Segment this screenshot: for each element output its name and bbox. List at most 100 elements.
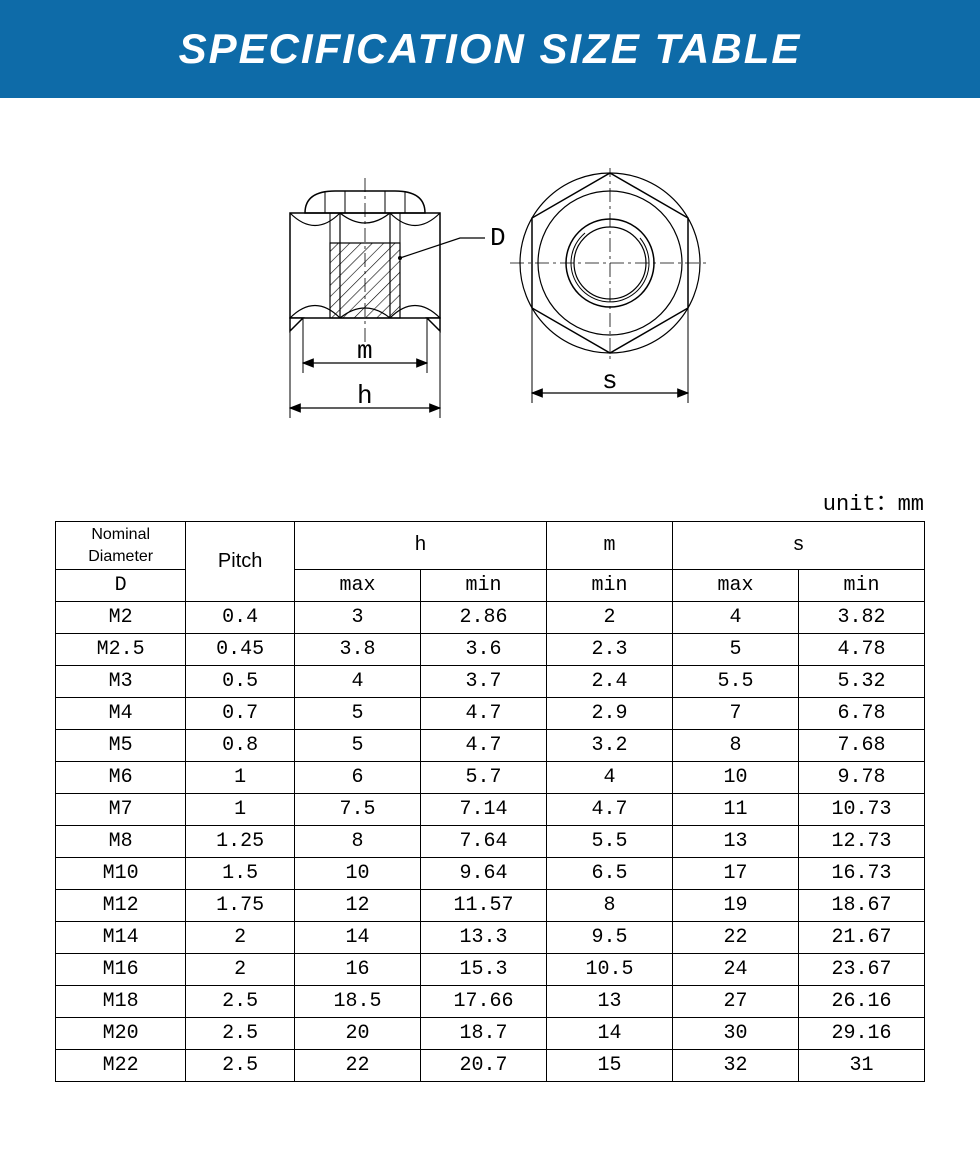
cell-d: M6	[56, 762, 186, 794]
th-smin: min	[798, 570, 924, 602]
cell-d: M8	[56, 826, 186, 858]
cell-smin: 29.16	[798, 1018, 924, 1050]
th-s: s	[672, 522, 924, 570]
cell-smax: 7	[672, 698, 798, 730]
cell-hmax: 5	[294, 698, 420, 730]
table-row: M1421413.39.52221.67	[56, 922, 925, 954]
cell-mmin: 3.2	[546, 730, 672, 762]
cell-mmin: 2.4	[546, 666, 672, 698]
cell-smax: 24	[672, 954, 798, 986]
cell-smax: 30	[672, 1018, 798, 1050]
table-row: M50.854.73.287.68	[56, 730, 925, 762]
cell-pitch: 2	[186, 954, 295, 986]
cell-d: M5	[56, 730, 186, 762]
cell-pitch: 1	[186, 794, 295, 826]
table-row: M101.5109.646.51716.73	[56, 858, 925, 890]
cell-mmin: 9.5	[546, 922, 672, 954]
cell-smin: 7.68	[798, 730, 924, 762]
th-m: m	[546, 522, 672, 570]
cell-hmax: 3	[294, 602, 420, 634]
cell-d: M4	[56, 698, 186, 730]
cell-pitch: 2.5	[186, 1050, 295, 1082]
nut-diagram-svg: D m h	[190, 168, 790, 478]
cell-smin: 10.73	[798, 794, 924, 826]
cell-mmin: 6.5	[546, 858, 672, 890]
th-D: D	[56, 570, 186, 602]
cell-mmin: 4	[546, 762, 672, 794]
cell-d: M3	[56, 666, 186, 698]
cell-hmax: 5	[294, 730, 420, 762]
cell-hmax: 7.5	[294, 794, 420, 826]
cell-pitch: 2	[186, 922, 295, 954]
th-hmin: min	[420, 570, 546, 602]
cell-smax: 17	[672, 858, 798, 890]
cell-hmin: 3.6	[420, 634, 546, 666]
cell-smin: 3.82	[798, 602, 924, 634]
table-row: M222.52220.7153231	[56, 1050, 925, 1082]
cell-d: M22	[56, 1050, 186, 1082]
cell-pitch: 1	[186, 762, 295, 794]
cell-pitch: 1.25	[186, 826, 295, 858]
cell-d: M10	[56, 858, 186, 890]
cell-pitch: 1.5	[186, 858, 295, 890]
cell-smax: 19	[672, 890, 798, 922]
cell-smin: 4.78	[798, 634, 924, 666]
table-row: M20.432.86243.82	[56, 602, 925, 634]
cell-hmin: 20.7	[420, 1050, 546, 1082]
cell-smax: 22	[672, 922, 798, 954]
cell-mmin: 8	[546, 890, 672, 922]
header-title: SPECIFICATION SIZE TABLE	[179, 25, 802, 72]
cell-hmax: 16	[294, 954, 420, 986]
cell-smax: 32	[672, 1050, 798, 1082]
cell-d: M2	[56, 602, 186, 634]
table-row: M6165.74109.78	[56, 762, 925, 794]
cell-mmin: 2.3	[546, 634, 672, 666]
cell-d: M2.5	[56, 634, 186, 666]
table-row: M2.50.453.83.62.354.78	[56, 634, 925, 666]
cell-smax: 11	[672, 794, 798, 826]
cell-pitch: 0.8	[186, 730, 295, 762]
label-s: s	[602, 366, 618, 396]
cell-hmin: 17.66	[420, 986, 546, 1018]
cell-hmax: 8	[294, 826, 420, 858]
cell-smax: 5	[672, 634, 798, 666]
cell-smax: 8	[672, 730, 798, 762]
table-row: M30.543.72.45.55.32	[56, 666, 925, 698]
cell-smax: 13	[672, 826, 798, 858]
cell-hmax: 12	[294, 890, 420, 922]
cell-pitch: 2.5	[186, 1018, 295, 1050]
table-row: M81.2587.645.51312.73	[56, 826, 925, 858]
cell-pitch: 1.75	[186, 890, 295, 922]
table-row: M121.751211.5781918.67	[56, 890, 925, 922]
side-view: D m h	[290, 178, 506, 418]
cell-d: M14	[56, 922, 186, 954]
cell-hmax: 6	[294, 762, 420, 794]
cell-d: M7	[56, 794, 186, 826]
cell-d: M16	[56, 954, 186, 986]
cell-hmin: 4.7	[420, 730, 546, 762]
cell-smax: 5.5	[672, 666, 798, 698]
cell-hmin: 2.86	[420, 602, 546, 634]
cell-hmax: 14	[294, 922, 420, 954]
th-mmin: min	[546, 570, 672, 602]
cell-smin: 9.78	[798, 762, 924, 794]
cell-smin: 16.73	[798, 858, 924, 890]
th-smax: max	[672, 570, 798, 602]
cell-pitch: 0.7	[186, 698, 295, 730]
label-m: m	[357, 336, 373, 366]
cell-pitch: 2.5	[186, 986, 295, 1018]
cell-smax: 10	[672, 762, 798, 794]
cell-d: M20	[56, 1018, 186, 1050]
th-nominal: Nominal Diameter	[56, 522, 186, 570]
cell-pitch: 0.5	[186, 666, 295, 698]
cell-hmin: 11.57	[420, 890, 546, 922]
cell-hmin: 15.3	[420, 954, 546, 986]
cell-d: M18	[56, 986, 186, 1018]
cell-hmin: 7.14	[420, 794, 546, 826]
spec-tbody: M20.432.86243.82M2.50.453.83.62.354.78M3…	[56, 602, 925, 1082]
header-banner: SPECIFICATION SIZE TABLE	[0, 0, 980, 98]
cell-smin: 26.16	[798, 986, 924, 1018]
cell-hmax: 4	[294, 666, 420, 698]
table-row: M182.518.517.66132726.16	[56, 986, 925, 1018]
cell-smin: 23.67	[798, 954, 924, 986]
